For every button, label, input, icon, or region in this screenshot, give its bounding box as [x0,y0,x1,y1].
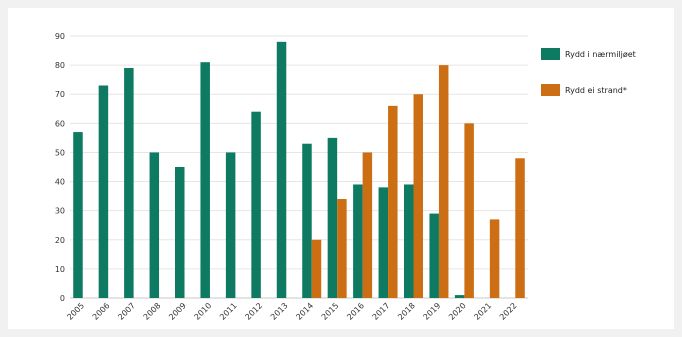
bar [73,132,83,298]
bar [311,239,322,298]
x-tick-label: 2014 [294,301,315,322]
bar [353,184,363,298]
bars [73,41,525,299]
x-tick-label: 2012 [243,301,264,322]
bar [327,137,338,298]
bar [413,94,423,298]
bar [378,187,389,298]
y-tick-label: 0 [60,294,65,303]
x-tick-label: 2009 [167,301,188,322]
gridlines [70,35,528,299]
x-tick-label: 2018 [396,301,417,322]
bar [175,167,185,298]
bar [454,295,465,298]
legend: Rydd i nærmiljøet Rydd ei strand* [541,48,636,96]
bar [337,199,347,298]
bar [124,68,134,298]
x-tick-label: 2008 [142,301,163,322]
bar [388,105,398,298]
y-tick-label: 30 [55,207,65,216]
y-tick-label: 60 [55,119,65,128]
bar [404,184,414,298]
x-tick-label: 2016 [345,301,366,322]
bar [251,111,261,298]
bar [302,143,312,298]
x-tick-label: 2013 [269,301,290,322]
x-tick-label: 2022 [498,301,519,322]
y-tick-label: 80 [55,61,65,70]
bar [276,41,287,298]
bar [149,152,160,298]
bar-chart: 0 10 20 30 40 50 60 70 80 90 2005 2006 2007 2008 2009… [55,32,636,322]
x-tick-label: 2011 [218,301,239,322]
x-tick-label: 2020 [447,301,468,322]
x-tick-label: 2007 [116,301,137,322]
x-tick-label: 2015 [320,301,341,322]
x-tick-label: 2021 [472,301,493,322]
bar [515,158,525,298]
y-tick-label: 50 [55,148,65,157]
bar [200,62,210,299]
y-tick-label: 10 [55,265,65,274]
x-tick-label: 2010 [193,301,214,322]
x-axis: 2005 2006 2007 2008 2009 2010 2011 2012 2013 2014… [65,301,518,322]
y-axis: 0 10 20 30 40 50 60 70 80 90 [55,32,65,303]
legend-swatch [541,48,560,60]
x-tick-label: 2019 [422,301,443,322]
bar [362,152,373,298]
y-tick-label: 70 [55,90,65,99]
bar [464,123,474,298]
chart-frame: 0 10 20 30 40 50 60 70 80 90 2005 2006 2007 2008 2009… [8,8,674,329]
x-tick-label: 2005 [65,301,86,322]
bar [98,85,109,298]
bar [489,219,500,298]
y-tick-label: 90 [55,32,65,41]
y-tick-label: 20 [55,236,65,245]
bar [429,213,439,298]
legend-swatch [541,84,560,96]
bar [438,65,449,298]
x-tick-label: 2006 [91,301,112,322]
legend-label: Rydd ei strand* [565,86,627,95]
legend-label: Rydd i nærmiljøet [565,50,636,59]
bar [225,152,236,298]
x-tick-label: 2017 [371,301,392,322]
y-tick-label: 40 [55,178,65,187]
